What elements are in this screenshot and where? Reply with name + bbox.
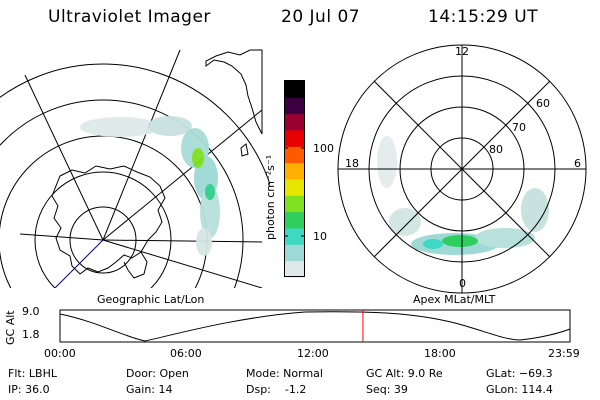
dsp-info: Dsp: -1.2 <box>246 383 307 396</box>
time-tick-2359: 23:59 <box>548 347 580 360</box>
geographic-caption: Geographic Lat/Lon <box>97 293 205 306</box>
colorbar-band <box>285 260 304 278</box>
door-info: Door: Open <box>126 367 189 380</box>
colorbar-tick-100: 100 <box>313 142 334 155</box>
instrument-title: Ultraviolet Imager <box>48 7 211 27</box>
mlat-label-70: 70 <box>512 121 526 134</box>
time-tick-1800: 18:00 <box>424 347 456 360</box>
time-tick-0000: 00:00 <box>44 347 76 360</box>
mlt-label-12: 12 <box>455 45 469 58</box>
latitude-circles <box>0 63 270 288</box>
colorbar-band <box>285 97 304 115</box>
altitude-ytick-low: 1.8 <box>22 328 40 341</box>
mlt-label-0: 0 <box>459 277 466 290</box>
colorbar <box>284 80 305 278</box>
colorbar-band <box>285 162 304 180</box>
time-tick-1200: 12:00 <box>297 347 329 360</box>
mlt-label-18: 18 <box>345 157 359 170</box>
antarctica-coastline <box>51 165 166 275</box>
colorbar-band <box>285 228 304 245</box>
colorbar-unit-label: photon cm⁻²s⁻¹ <box>264 154 277 240</box>
time-label: 14:15:29 UT <box>428 7 539 27</box>
colorbar-band <box>285 81 304 98</box>
aurora-emission-left <box>80 116 220 256</box>
colorbar-band <box>285 244 304 262</box>
mlat-label-80: 80 <box>489 143 503 156</box>
colorbar-band <box>285 179 304 196</box>
colorbar-band <box>285 211 304 229</box>
gain-info: Gain: 14 <box>126 383 173 396</box>
glat-info: GLat: −69.3 <box>486 367 553 380</box>
mode-info: Mode: Normal <box>246 367 323 380</box>
date-label: 20 Jul 07 <box>281 7 361 27</box>
altitude-curve <box>59 311 571 342</box>
mlat-label-60: 60 <box>536 97 550 110</box>
magnetic-caption: Apex MLat/MLT <box>413 293 496 306</box>
altitude-ylabel: GC Alt <box>4 310 17 345</box>
australia-coastline <box>205 49 263 135</box>
aurora-emission-right <box>377 136 549 255</box>
mlt-lines <box>338 45 586 293</box>
magnetic-polar-plot <box>337 44 587 294</box>
geographic-map <box>0 49 270 288</box>
colorbar-band <box>285 146 304 164</box>
glon-info: GLon: 114.4 <box>486 383 553 396</box>
colorbar-band <box>285 195 304 213</box>
local-meridian-line <box>54 239 104 288</box>
time-tick-0600: 06:00 <box>170 347 202 360</box>
filter-info: Flt: LBHL <box>8 367 57 380</box>
meridian-lines <box>19 49 263 288</box>
colorbar-band <box>285 113 304 131</box>
mlt-label-6: 6 <box>574 157 581 170</box>
colorbar-tick-10: 10 <box>313 230 327 243</box>
altitude-timeline <box>59 309 571 343</box>
ip-info: IP: 36.0 <box>8 383 50 396</box>
gc-alt-info: GC Alt: 9.0 Re <box>366 367 443 380</box>
seq-info: Seq: 39 <box>366 383 408 396</box>
altitude-ytick-high: 9.0 <box>22 305 40 318</box>
colorbar-band <box>285 130 304 147</box>
